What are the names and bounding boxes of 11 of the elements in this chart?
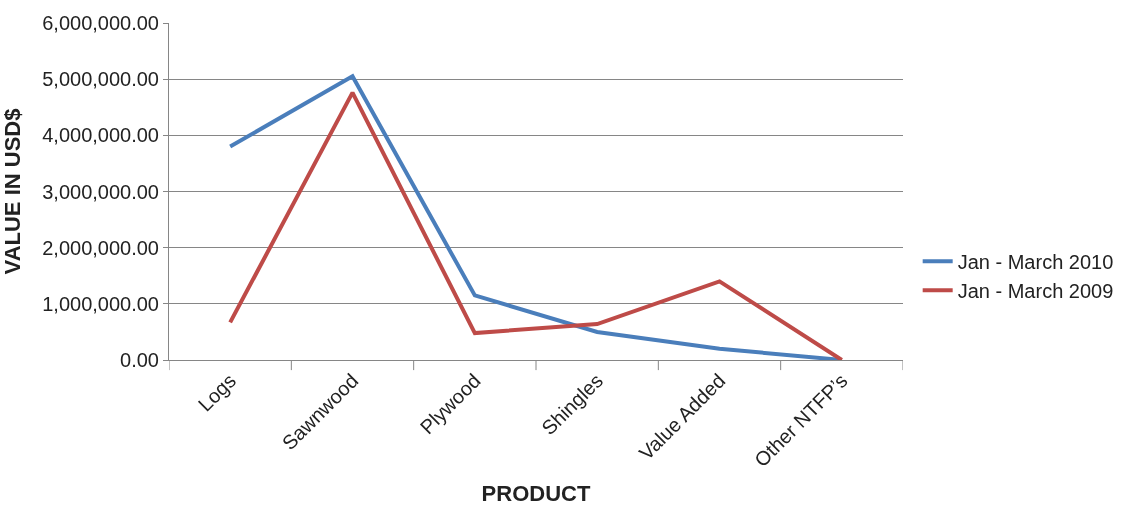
- y-tick-label: 2,000,000.00: [42, 236, 159, 259]
- legend-label: Jan - March 2009: [957, 280, 1114, 303]
- y-tick-label: 0.00: [120, 349, 159, 371]
- y-tick-label: 1,000,000.00: [42, 292, 159, 315]
- y-tick-label: 5,000,000.00: [42, 68, 159, 91]
- y-axis-title: VALUE IN USD$: [0, 108, 26, 275]
- y-tick-label: 4,000,000.00: [42, 124, 159, 147]
- y-tick-label: 6,000,000.00: [42, 12, 159, 34]
- y-tick-label: 3,000,000.00: [42, 180, 159, 203]
- legend-label: Jan - March 2010: [957, 251, 1114, 274]
- x-axis-title: PRODUCT: [481, 480, 591, 506]
